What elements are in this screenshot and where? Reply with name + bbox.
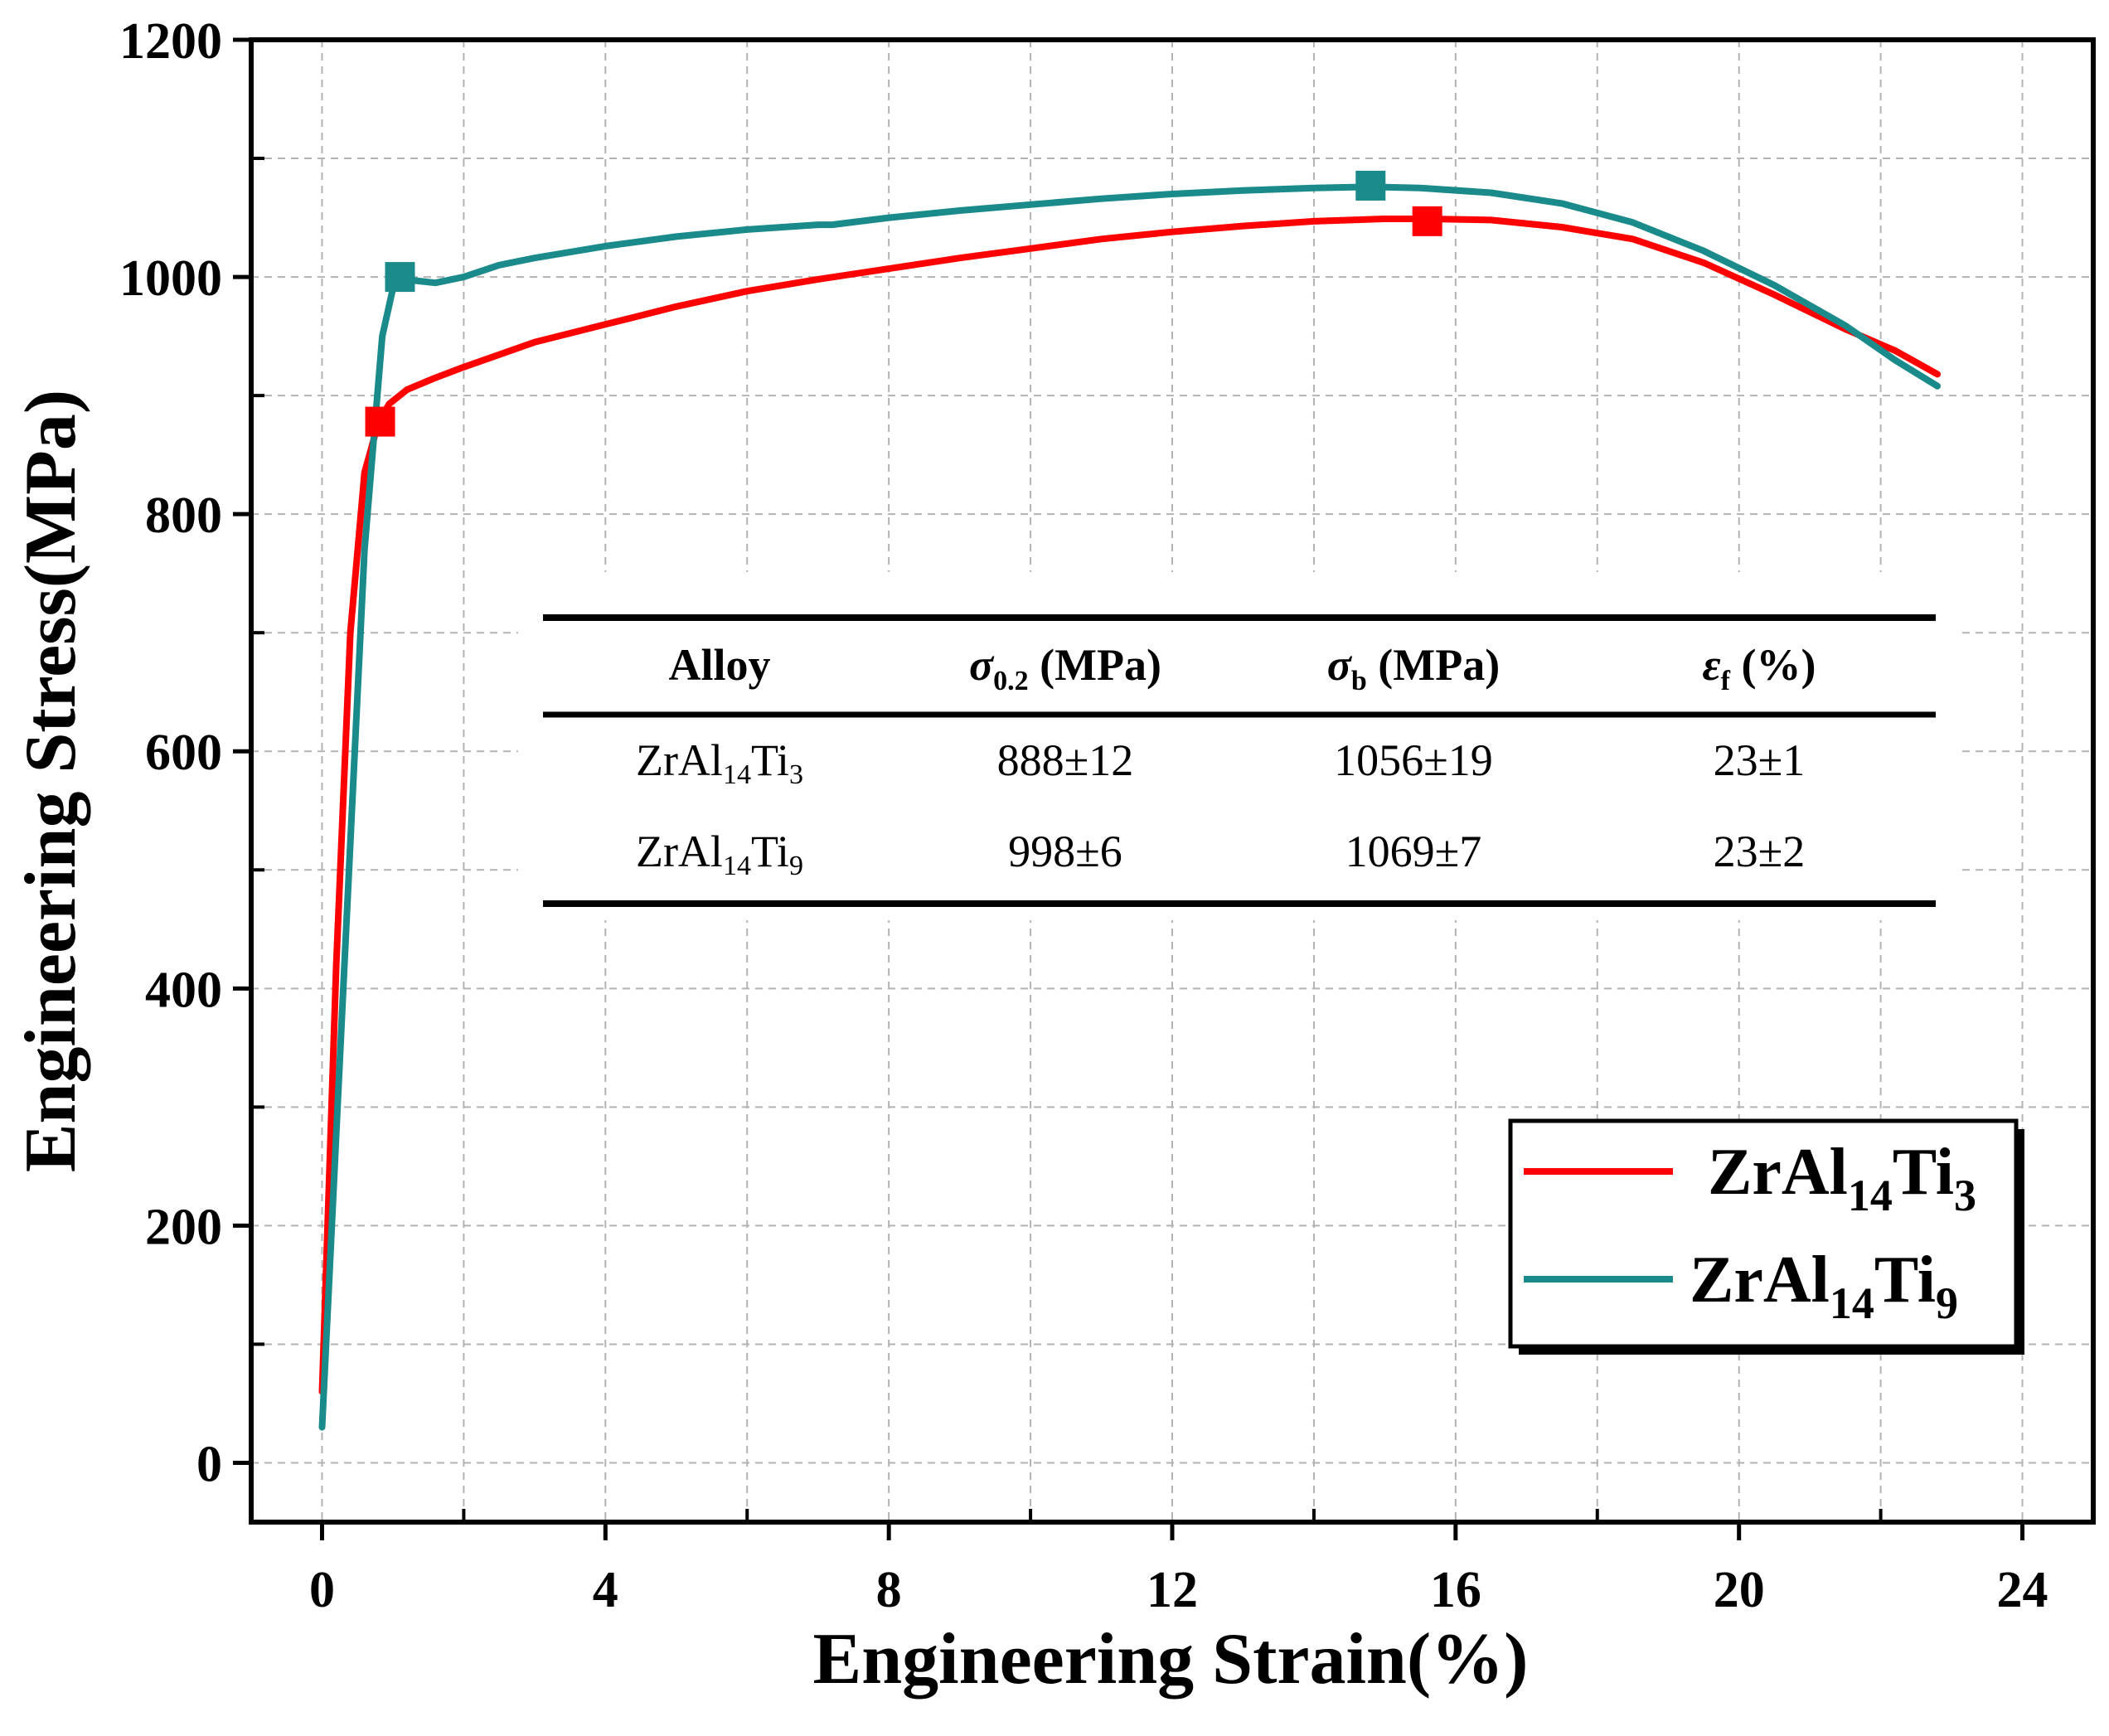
- yield-subscript: 0.2: [993, 666, 1029, 696]
- table-cell-elongation: 23±1: [1714, 735, 1806, 785]
- marker-zral14ti9: [385, 262, 415, 293]
- table-header-alloy: Alloy: [668, 640, 770, 690]
- y-tick-label: 400: [145, 962, 222, 1018]
- legend-label-zral14ti3: ZrAl14Ti3: [1708, 1136, 1976, 1220]
- y-tick-label: 0: [196, 1436, 222, 1492]
- x-tick-label: 8: [876, 1562, 902, 1618]
- curve-zral14ti3: [318, 216, 1941, 1395]
- table-row: ZrAl14Ti3 888±12 1056±19 23±1: [636, 735, 1805, 790]
- legend-box: [1508, 1118, 2019, 1349]
- table-header-yield-strength: σ0.2 (MPa): [969, 640, 1161, 696]
- y-tick-label: 600: [145, 725, 222, 781]
- x-tick-label: 4: [593, 1562, 618, 1618]
- y-tick-label: 1200: [119, 13, 222, 70]
- marker-zral14ti9: [1355, 170, 1386, 201]
- yield-unit: (MPa): [1029, 640, 1161, 690]
- x-tick-label: 24: [1997, 1562, 2048, 1618]
- marker-zral14ti3: [1412, 206, 1442, 236]
- table-cell-alloy: ZrAl14Ti9: [636, 827, 803, 881]
- y-tick-label: 800: [145, 487, 222, 544]
- x-tick-label: 12: [1147, 1562, 1198, 1618]
- table-cell-elongation: 23±2: [1714, 827, 1806, 876]
- curves: [318, 170, 1941, 1431]
- legend-label-zral14ti9: ZrAl14Ti9: [1690, 1244, 1958, 1328]
- y-tick-label: 200: [145, 1199, 222, 1255]
- x-axis-title: Engineering Strain(%): [813, 1619, 1529, 1700]
- uts-subscript: b: [1351, 666, 1367, 696]
- marker-zral14ti3: [365, 406, 395, 437]
- table-cell-yield: 888±12: [997, 735, 1134, 785]
- table-cell-alloy: ZrAl14Ti3: [636, 735, 803, 790]
- table-cell-yield: 998±6: [1008, 827, 1122, 876]
- table-header-tensile-strength: σb (MPa): [1327, 640, 1500, 696]
- inset-table-background: [518, 572, 1961, 920]
- x-tick-label: 16: [1430, 1562, 1481, 1618]
- elong-symbol: ε: [1703, 640, 1721, 690]
- uts-symbol: σ: [1327, 640, 1353, 690]
- y-axis-title: Engineering Stress(MPa): [11, 390, 91, 1172]
- y-tick-label: 1000: [119, 250, 222, 307]
- axis-ticks: [233, 37, 2025, 1540]
- elong-subscript: f: [1721, 666, 1731, 696]
- table-header-elongation: εf (%): [1703, 640, 1816, 696]
- table-cell-uts: 1069±7: [1345, 827, 1482, 876]
- x-tick-label: 0: [309, 1562, 335, 1618]
- x-tick-label: 20: [1714, 1562, 1765, 1618]
- table-row: ZrAl14Ti9 998±6 1069±7 23±2: [636, 827, 1805, 881]
- inset-table: Alloy σ0.2 (MPa) σb (MPa) εf (%) ZrAl14T…: [518, 572, 1961, 920]
- table-cell-uts: 1056±19: [1334, 735, 1493, 785]
- legend: ZrAl14Ti3 ZrAl14Ti9: [1508, 1118, 2024, 1355]
- elong-unit: (%): [1730, 640, 1816, 690]
- yield-symbol: σ: [969, 640, 995, 690]
- uts-unit: (MPa): [1367, 640, 1500, 690]
- axis-tick-labels: 0 4 8 12 16 20 24 0 200 400 600 800 1000 1200: [119, 13, 2048, 1618]
